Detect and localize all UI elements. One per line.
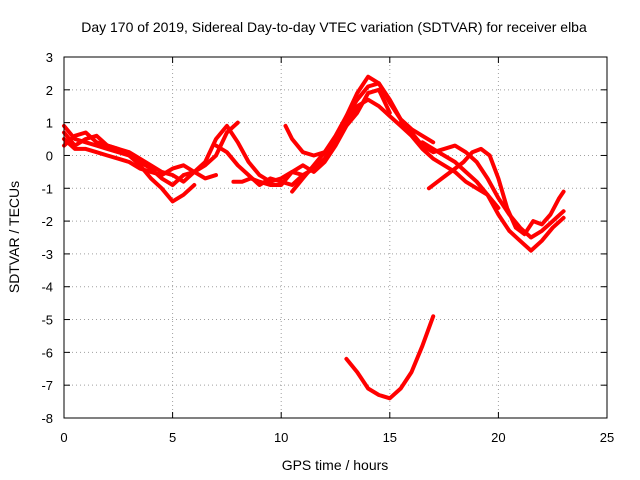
series-arc-8 (290, 74, 436, 194)
x-tick-label: 20 (491, 430, 505, 445)
chart-title: Day 170 of 2019, Sidereal Day-to-day VTE… (81, 19, 587, 35)
series-arc-1 (62, 123, 305, 187)
series-arc-6 (231, 87, 392, 187)
x-axis-label: GPS time / hours (282, 457, 389, 473)
y-tick-label: 3 (46, 50, 53, 65)
x-tick-label: 25 (600, 430, 614, 445)
x-tick-label: 5 (169, 430, 176, 445)
grid-lines (64, 57, 607, 418)
data-traces (62, 74, 566, 401)
y-tick-label: -5 (41, 313, 53, 328)
y-tick-label: 2 (46, 83, 53, 98)
y-tick-label: -2 (41, 214, 53, 229)
y-tick-label: -4 (41, 280, 53, 295)
y-tick-label: -8 (41, 411, 53, 426)
series-arc-3 (62, 137, 218, 181)
y-tick-label: -6 (41, 345, 53, 360)
y-tick-label: -7 (41, 378, 53, 393)
y-tick-label: 0 (46, 148, 53, 163)
y-tick-label: -3 (41, 247, 53, 262)
y-tick-label: -1 (41, 181, 53, 196)
series-arc-4 (62, 130, 197, 204)
series-arc-5 (214, 97, 501, 210)
y-tick-label: 1 (46, 116, 53, 131)
x-tick-label: 10 (274, 430, 288, 445)
series-arc-9 (398, 120, 566, 240)
series-arc-11 (426, 146, 566, 237)
y-axis-label: SDTVAR / TECUs (6, 181, 22, 293)
x-tick-label: 15 (383, 430, 397, 445)
plot-frame (63, 56, 608, 419)
axis-ticks: 0 5 10 15 20 25 -8 -7 -6 -5 -4 -3 -2 -1 0 1 2 3 (41, 50, 614, 445)
x-tick-label: 0 (60, 430, 67, 445)
series-arc-10 (420, 140, 566, 253)
series-arc-12 (344, 314, 436, 401)
